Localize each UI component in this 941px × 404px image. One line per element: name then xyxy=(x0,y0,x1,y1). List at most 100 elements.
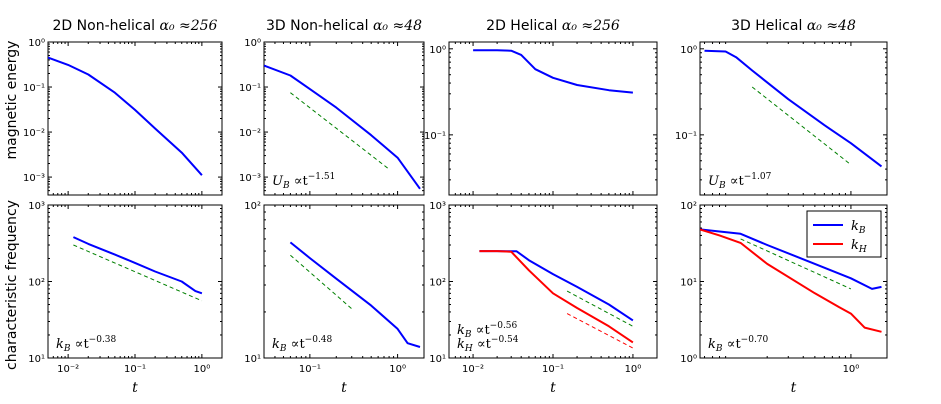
y-tick-label: 10⁰ xyxy=(28,38,45,49)
series-kH-line xyxy=(479,250,634,344)
fit-annotation: kB ∝t−0.56 xyxy=(457,321,518,340)
annotation-part: k xyxy=(56,337,64,352)
y-tick-label: 10⁰ xyxy=(429,45,446,56)
y-tick-label: 10⁰ xyxy=(244,38,261,49)
panel-title-text: 2D Non-helical xyxy=(53,18,160,34)
x-tick-label: 10⁰ xyxy=(843,364,860,375)
panel-title-math: α₀ ≈48 xyxy=(807,18,856,34)
y-tick-label: 10¹ xyxy=(680,278,697,289)
annotation-part: ∝t xyxy=(287,337,306,352)
x-axis-label: t xyxy=(341,380,347,396)
x-tick-label: 10⁻¹ xyxy=(124,364,146,375)
panel-title: 2D Helical α₀ ≈256 xyxy=(486,18,620,34)
annotation-part: U xyxy=(272,174,284,189)
y-tick-label: 10⁻¹ xyxy=(424,131,446,142)
y-tick-label: 10⁰ xyxy=(680,45,697,56)
fit-line-dashed xyxy=(740,238,852,290)
y-tick-label: 10⁻¹ xyxy=(675,131,697,142)
panel-6: 10⁻¹ 10⁰ 10¹ 10² kB ∝t−0.48 t xyxy=(244,201,425,396)
panel-5: 10⁻² 10⁻¹ 10⁰ 10¹ 10² 10³ kB ∝t−0.38 t xyxy=(28,201,223,396)
annotation-part: ∝t xyxy=(723,337,742,352)
x-tick-label: 10⁻¹ xyxy=(299,364,321,375)
annotation-part: B xyxy=(718,181,726,191)
y-tick-label: 10⁻² xyxy=(23,128,45,139)
annotation-part: U xyxy=(708,174,720,189)
y-tick-label: 10⁻¹ xyxy=(23,83,45,94)
annotation-part: B xyxy=(282,181,290,191)
annotation-part: k xyxy=(708,337,716,352)
panel-title: 3D Non-helical α₀ ≈48 xyxy=(266,18,422,34)
annotation-part: B xyxy=(464,330,472,340)
x-tick-label: 10⁰ xyxy=(389,364,406,375)
annotation-part: H xyxy=(464,344,473,354)
annotation-part: k xyxy=(457,337,465,352)
panel-2: 10⁻³ 10⁻² 10⁻¹ 10⁰ 3D Non-helical α₀ ≈48 UB ∝… xyxy=(239,18,425,196)
x-tick-label: 10⁻¹ xyxy=(542,364,564,375)
legend-label-sub: H xyxy=(858,245,867,255)
y-tick-label: 10³ xyxy=(429,201,446,212)
annotation-part: ∝t xyxy=(71,337,90,352)
series-kH-line xyxy=(700,228,882,333)
axes-frame xyxy=(47,204,223,359)
annotation-part: k xyxy=(272,337,280,352)
annotation-part: −0.38 xyxy=(89,335,117,345)
series-line xyxy=(264,64,421,190)
legend-label: kH xyxy=(851,238,867,255)
y-label-frequency: characteristic frequency xyxy=(4,200,20,370)
panel-title: 2D Non-helical α₀ ≈256 xyxy=(53,18,218,34)
y-tick-label: 10² xyxy=(28,278,45,289)
panel-1: 10⁻³ 10⁻² 10⁻¹ 10⁰ 2D Non-helical α₀ ≈256 xyxy=(23,18,223,196)
series-line xyxy=(700,228,882,290)
axes-frame xyxy=(699,41,888,196)
fit-annotation: kB ∝t−0.48 xyxy=(272,335,333,354)
y-tick-label: 10¹ xyxy=(429,354,446,365)
legend-label-sub: B xyxy=(858,226,866,236)
panel-title-text: 2D Helical xyxy=(486,18,562,34)
y-tick-label: 10² xyxy=(680,201,697,212)
legend-label: kB xyxy=(851,219,866,236)
annotation-part: B xyxy=(63,344,71,354)
axes-frame xyxy=(448,41,658,196)
legend-label-main: k xyxy=(851,219,859,234)
legend-label-main: k xyxy=(851,238,859,253)
series-line xyxy=(473,49,633,94)
series-line xyxy=(704,49,883,168)
axes-frame xyxy=(263,41,425,196)
y-tick-label: 10⁻² xyxy=(239,128,261,139)
annotation-part: ∝t xyxy=(290,174,309,189)
panel-title-math: α₀ ≈256 xyxy=(562,18,620,34)
fit-line-dashed xyxy=(751,86,852,166)
x-tick-label: 10⁰ xyxy=(194,364,211,375)
fit-annotation: UB ∝t−1.51 xyxy=(272,172,335,191)
annotation-part: −1.51 xyxy=(308,172,336,182)
fit-line-dashed xyxy=(290,254,353,310)
legend-box xyxy=(806,210,882,258)
y-tick-label: 10¹ xyxy=(28,354,45,365)
axes-frame xyxy=(263,204,425,359)
annotation-part: ∝t xyxy=(726,174,745,189)
annotation-part: −0.70 xyxy=(741,335,769,345)
y-tick-label: 10³ xyxy=(28,201,45,212)
fit-annotation: kB ∝t−0.38 xyxy=(56,335,117,354)
fit-line-dashed xyxy=(73,244,203,302)
panel-title-math: α₀ ≈256 xyxy=(160,18,218,34)
x-axis-label: t xyxy=(791,380,797,396)
y-tick-label: 10¹ xyxy=(244,354,261,365)
annotation-part: ∝t xyxy=(472,323,491,338)
panel-3: 10⁻¹ 10⁰ 2D Helical α₀ ≈256 xyxy=(424,18,658,196)
annotation-part: −0.56 xyxy=(490,321,518,331)
series-line xyxy=(72,236,203,295)
fit-line-dashed xyxy=(566,313,634,349)
x-axis-label: t xyxy=(550,380,556,396)
x-tick-label: 10⁻² xyxy=(57,364,79,375)
x-axis-label: t xyxy=(132,380,138,396)
y-tick-label: 10⁻¹ xyxy=(239,83,261,94)
annotation-part: B xyxy=(715,344,723,354)
fit-annotation: kB ∝t−0.70 xyxy=(708,335,769,354)
series-line xyxy=(289,241,421,348)
panel-title-math: α₀ ≈48 xyxy=(373,18,422,34)
annotation-part: −0.54 xyxy=(491,335,519,345)
